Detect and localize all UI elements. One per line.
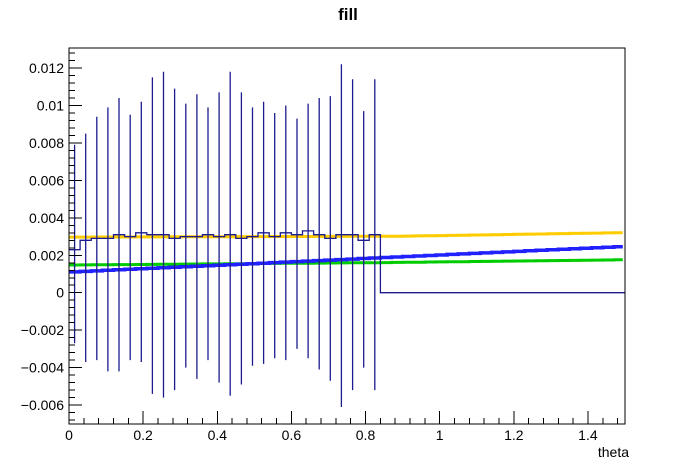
svg-text:−0.006: −0.006 (21, 397, 64, 413)
svg-text:0.4: 0.4 (208, 427, 228, 443)
x-axis-title: theta (597, 444, 629, 460)
data-error-bars (73, 64, 376, 407)
svg-text:0.012: 0.012 (29, 60, 64, 76)
plot-title: fill (338, 5, 358, 24)
svg-text:0.01: 0.01 (37, 98, 64, 114)
svg-text:0.004: 0.004 (29, 210, 64, 226)
svg-text:0.008: 0.008 (29, 135, 64, 151)
x-axis-tick-labels: 0 0.2 0.4 0.6 0.8 1 1.2 1.4 (65, 427, 598, 443)
svg-text:0.006: 0.006 (29, 172, 64, 188)
svg-text:−0.002: −0.002 (21, 322, 64, 338)
data-histogram-outline (69, 230, 625, 294)
y-axis-ticks (69, 52, 82, 421)
x-axis-ticks (68, 411, 619, 424)
svg-text:0.6: 0.6 (282, 427, 302, 443)
svg-text:1.2: 1.2 (504, 427, 524, 443)
svg-text:−0.004: −0.004 (21, 360, 64, 376)
svg-text:1: 1 (436, 427, 444, 443)
svg-text:0.2: 0.2 (133, 427, 153, 443)
plot-frame (68, 47, 626, 425)
svg-text:0.8: 0.8 (356, 427, 376, 443)
svg-text:0: 0 (65, 427, 73, 443)
svg-text:1.4: 1.4 (578, 427, 598, 443)
svg-text:0.002: 0.002 (29, 247, 64, 263)
y-axis-tick-labels: 0.012 0.01 0.008 0.006 0.004 0.002 0 −0.002 −0.0… (21, 60, 64, 413)
svg-text:0: 0 (56, 285, 64, 301)
